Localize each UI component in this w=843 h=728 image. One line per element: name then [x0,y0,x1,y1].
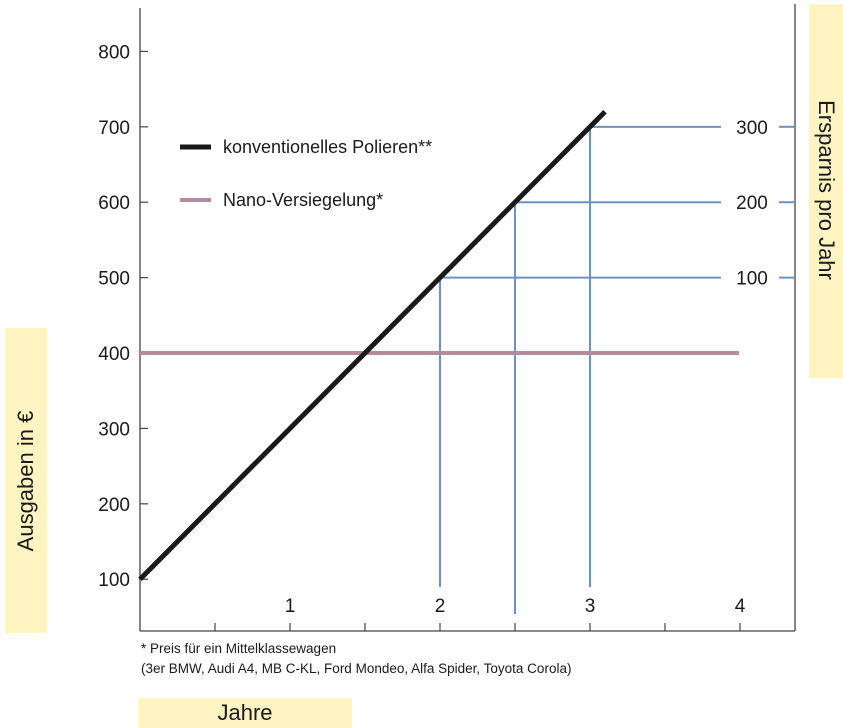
y-tick-label: 600 [98,193,130,214]
footnote-car-models: (3er BMW, Audi A4, MB C-KL, Ford Mondeo,… [141,661,572,676]
y-tick-label: 200 [98,495,130,516]
footnote-price: * Preis für ein Mittelklassewagen [141,641,337,656]
legend-label-polieren: konventionelles Polieren** [223,137,432,157]
y-tick-label: 500 [98,269,130,290]
x-tick-label: 1 [285,596,296,617]
x-tick-label: 3 [585,596,596,617]
legend-label-nano: Nano-Versiegelung* [223,190,383,210]
x-axis-title-background [138,698,352,728]
x-tick-label: 2 [435,596,446,617]
y-tick-label: 400 [98,344,130,365]
y-tick-label: 800 [98,42,130,63]
savings-value-label: 200 [736,193,768,214]
y-tick-label: 300 [98,419,130,440]
y-tick-label: 700 [98,118,130,139]
y-axis-title-background [5,328,47,633]
x-tick-label: 4 [735,596,746,617]
konventionelles-polieren-line [138,109,607,581]
y-tick-label: 100 [98,570,130,591]
savings-value-label: 100 [736,269,768,290]
savings-value-label: 300 [736,118,768,139]
secondary-y-axis-title-background [809,4,843,378]
x-axis-title: Jahre [217,700,273,725]
